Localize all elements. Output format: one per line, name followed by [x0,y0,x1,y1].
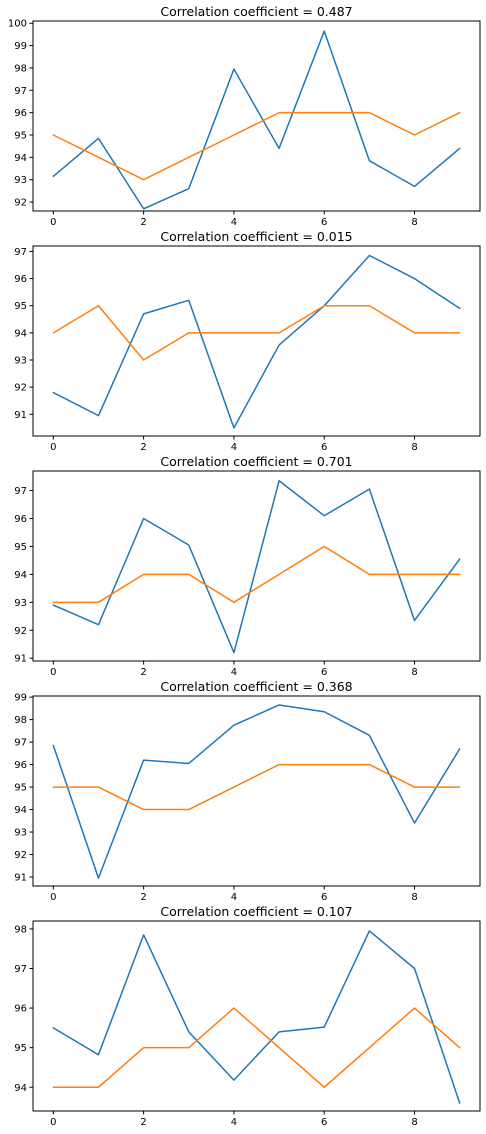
series-line-1 [52,254,461,429]
y-tick-label: 94 [14,328,27,339]
subplot-1: Correlation coefficient = 0.487 0 2 4 6 8 92 93… [8,4,481,228]
x-tick-label: 2 [140,667,146,678]
y-tick-label: 98 [14,924,27,935]
x-tick-label: 6 [321,217,327,228]
y-tick-label: 96 [14,1004,27,1015]
x-tick-label: 4 [231,217,237,228]
x-tick-label: 4 [231,442,237,453]
x-tick-label: 0 [50,892,56,903]
x-tick-label: 2 [140,442,146,453]
chart-title: Correlation coefficient = 0.701 [160,454,352,469]
x-tick-label: 8 [411,667,417,678]
subplot-3: Correlation coefficient = 0.701 0 2 4 6 8 91 92… [14,454,481,678]
y-tick-label: 97 [14,247,27,258]
x-tick-label: 8 [411,892,417,903]
axes-frame [32,695,481,887]
y-tick-label: 96 [14,274,27,285]
chart-title: Correlation coefficient = 0.015 [160,229,352,244]
x-tick-label: 0 [50,442,56,453]
axes-frame [32,920,481,1112]
y-tick-label: 96 [14,760,27,771]
x-tick-label: 8 [411,217,417,228]
x-tick-label: 6 [321,442,327,453]
y-tick-label: 94 [14,570,27,581]
chart-title: Correlation coefficient = 0.368 [160,679,352,694]
y-tick-label: 95 [14,783,27,794]
axes-frame [32,470,481,662]
series-line-1 [52,480,461,654]
y-tick-label: 97 [14,486,27,497]
y-tick-label: 93 [14,598,27,609]
series-line-2 [52,1007,461,1088]
y-tick-label: 93 [14,828,27,839]
series-line-1 [52,704,461,879]
series-line-1 [52,30,461,210]
x-tick-label: 0 [50,667,56,678]
y-tick-label: 99 [14,693,27,704]
x-tick-label: 6 [321,667,327,678]
y-tick-label: 96 [14,514,27,525]
y-tick-label: 91 [14,654,27,665]
y-tick-label: 98 [14,63,27,74]
series-line-2 [52,304,461,361]
y-tick-label: 94 [14,1083,27,1094]
x-tick-label: 4 [231,1117,237,1128]
y-tick-label: 95 [14,131,27,142]
x-tick-label: 2 [140,1117,146,1128]
x-tick-label: 0 [50,217,56,228]
y-tick-label: 93 [14,356,27,367]
y-tick-label: 98 [14,715,27,726]
x-tick-label: 8 [411,442,417,453]
x-tick-label: 8 [411,1117,417,1128]
x-tick-label: 4 [231,892,237,903]
series-line-1 [52,930,461,1104]
y-tick-label: 100 [8,19,27,30]
y-tick-label: 94 [14,153,27,164]
y-tick-label: 99 [14,41,27,52]
x-tick-label: 4 [231,667,237,678]
y-tick-label: 91 [14,873,27,884]
axes-frame [32,20,481,212]
x-tick-label: 6 [321,1117,327,1128]
y-tick-label: 92 [14,626,27,637]
subplot-2: Correlation coefficient = 0.015 0 2 4 6 8 91 92… [14,229,481,453]
subplot-4: Correlation coefficient = 0.368 0 2 4 6 8 91 92… [14,679,481,903]
chart-title: Correlation coefficient = 0.107 [160,904,352,919]
y-tick-label: 97 [14,86,27,97]
axes-frame [32,245,481,437]
y-tick-label: 92 [14,850,27,861]
y-tick-label: 97 [14,738,27,749]
series-line-2 [52,545,461,604]
y-tick-label: 92 [14,383,27,394]
chart-title: Correlation coefficient = 0.487 [160,4,352,19]
y-tick-label: 96 [14,108,27,119]
x-tick-label: 2 [140,892,146,903]
y-tick-label: 91 [14,410,27,421]
y-tick-label: 95 [14,542,27,553]
y-tick-label: 92 [14,198,27,209]
subplot-5: Correlation coefficient = 0.107 0 2 4 6 8 94 95… [14,904,481,1128]
y-tick-label: 95 [14,1043,27,1054]
series-line-2 [52,763,461,811]
y-tick-label: 95 [14,301,27,312]
x-tick-label: 6 [321,892,327,903]
y-tick-label: 94 [14,805,27,816]
x-tick-label: 2 [140,217,146,228]
y-tick-label: 97 [14,964,27,975]
y-tick-label: 93 [14,175,27,186]
series-line-2 [52,111,461,181]
x-tick-label: 0 [50,1117,56,1128]
